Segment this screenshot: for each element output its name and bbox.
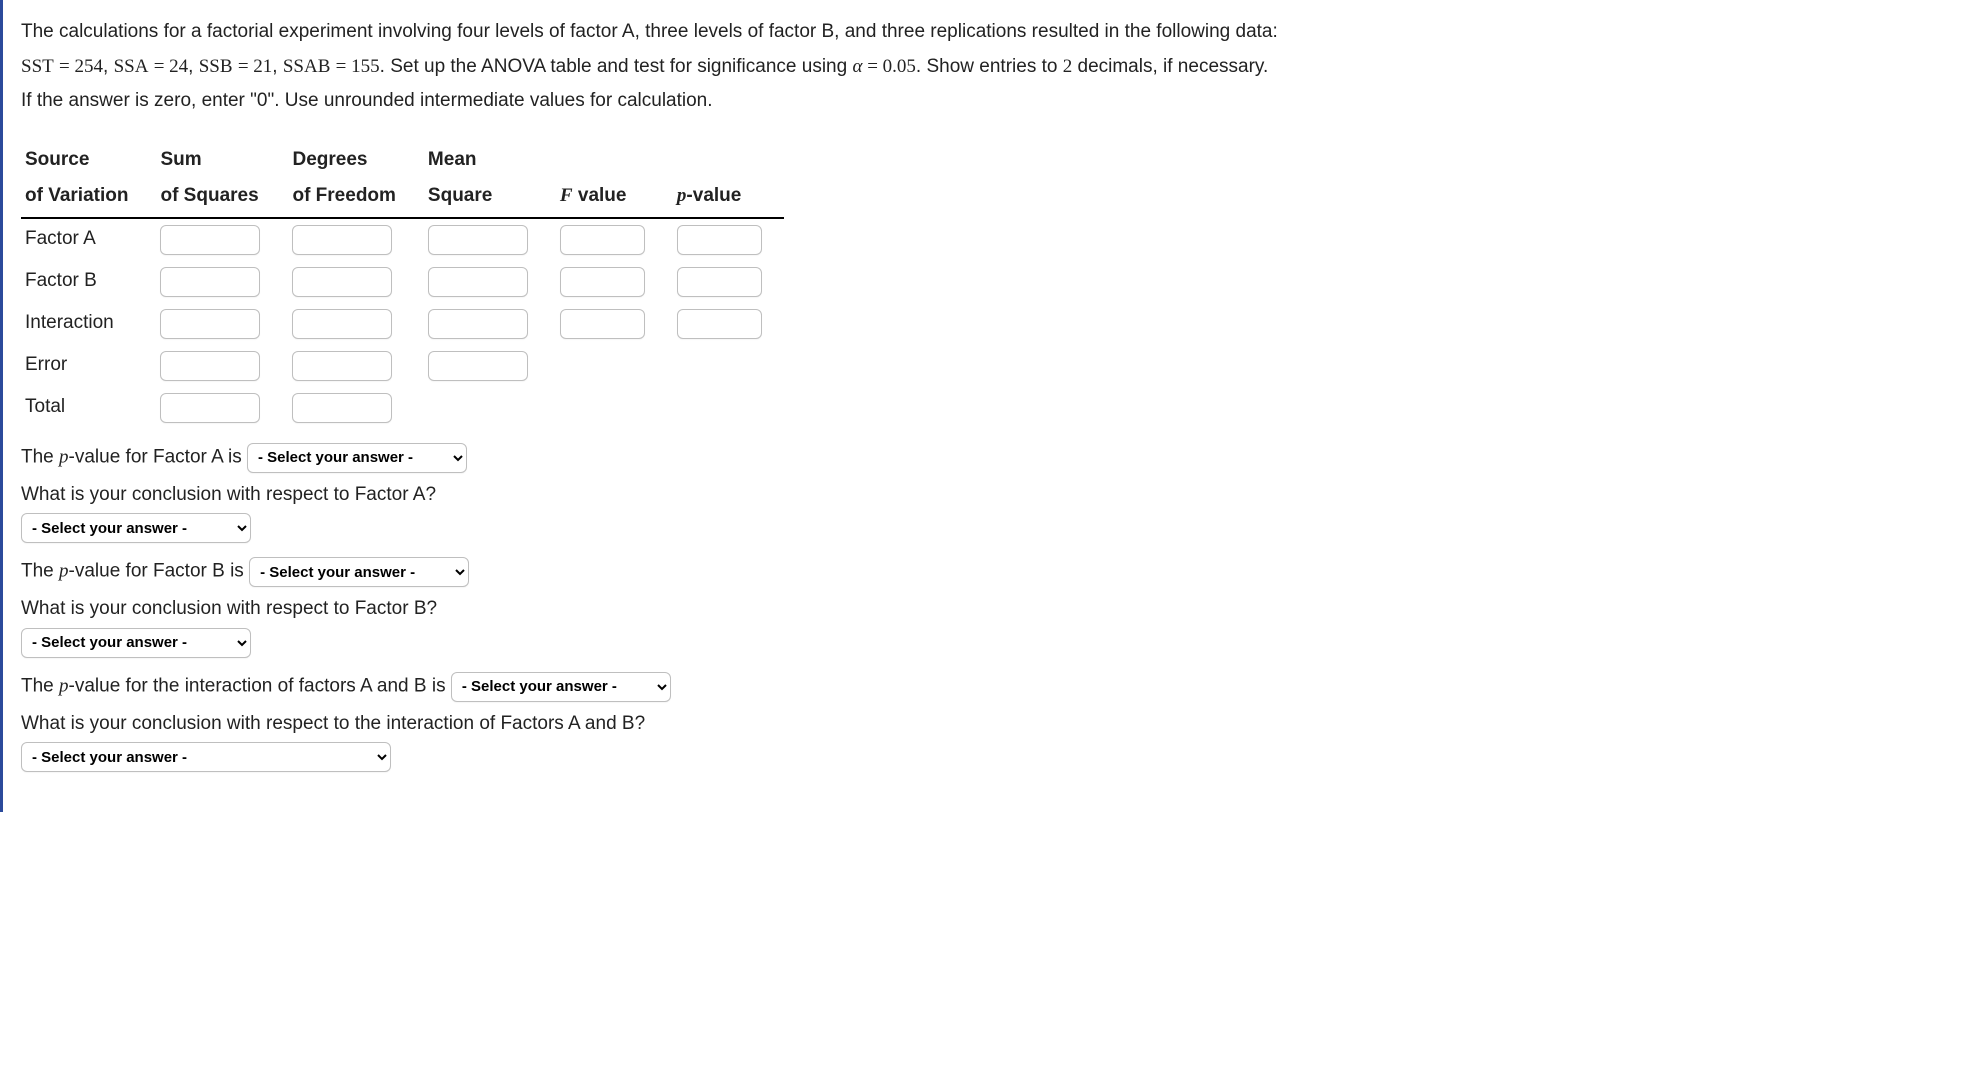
header-ms-l1: Mean [418, 142, 550, 179]
factor-a-p-input[interactable] [677, 225, 762, 255]
pvalue-factor-b-select[interactable]: - Select your answer - [249, 557, 469, 587]
conclusion-factor-a-select[interactable]: - Select your answer - [21, 513, 251, 543]
header-p-l2: -value [686, 185, 741, 206]
header-ms-l2: Square [418, 178, 550, 218]
row-label-error: Error [21, 345, 150, 387]
ssb-value: 21 [253, 56, 272, 77]
total-df-input[interactable] [292, 393, 392, 423]
pvalue-ab-prompt: The p-value for the interaction of facto… [21, 672, 1955, 702]
interaction-p-input[interactable] [677, 309, 762, 339]
ssa-value: 24 [169, 56, 188, 77]
question-text: The calculations for a factorial experim… [21, 18, 1955, 116]
sst-value: 254 [75, 56, 104, 77]
header-f-l2: value [578, 185, 627, 206]
factor-a-df-input[interactable] [292, 225, 392, 255]
pvalue-a-prompt: The p-value for Factor A is - Select you… [21, 443, 1955, 473]
row-label-interaction: Interaction [21, 303, 150, 345]
interaction-ss-input[interactable] [160, 309, 260, 339]
sst-label: SST [21, 56, 54, 77]
tail-text2: decimals, if necessary. [1072, 56, 1268, 77]
row-label-factor-a: Factor A [21, 218, 150, 261]
header-df-l2: of Freedom [282, 178, 417, 218]
pvalue-b-prompt: The p-value for Factor B is - Select you… [21, 557, 1955, 587]
factor-a-f-input[interactable] [560, 225, 645, 255]
table-row: Total [21, 387, 784, 429]
conclusion-a-prompt: What is your conclusion with respect to … [21, 481, 1955, 510]
header-source-l2: of Variation [21, 178, 150, 218]
interaction-df-input[interactable] [292, 309, 392, 339]
error-ss-input[interactable] [160, 351, 260, 381]
factor-b-df-input[interactable] [292, 267, 392, 297]
pvalue-interaction-select[interactable]: - Select your answer - [451, 672, 671, 702]
conclusion-interaction-select[interactable]: - Select your answer - [21, 742, 391, 772]
factor-b-f-input[interactable] [560, 267, 645, 297]
table-row: Error [21, 345, 784, 387]
alpha-symbol: α [852, 56, 862, 77]
conclusion-ab-prompt: What is your conclusion with respect to … [21, 710, 1955, 739]
header-source-l1: Source [21, 142, 150, 179]
mid-text: . Set up the ANOVA table and test for si… [380, 56, 853, 77]
factor-b-ss-input[interactable] [160, 267, 260, 297]
two: 2 [1063, 56, 1073, 77]
header-ss-l2: of Squares [150, 178, 282, 218]
factor-b-p-input[interactable] [677, 267, 762, 297]
factor-a-ss-input[interactable] [160, 225, 260, 255]
question-line3: If the answer is zero, enter "0". Use un… [21, 87, 1955, 116]
conclusion-factor-b-select[interactable]: - Select your answer - [21, 628, 251, 658]
row-label-factor-b: Factor B [21, 261, 150, 303]
error-ms-input[interactable] [428, 351, 528, 381]
alpha-value: 0.05 [883, 56, 916, 77]
ssa-label: SSA [114, 56, 149, 77]
header-ss-l1: Sum [150, 142, 282, 179]
table-row: Factor A [21, 218, 784, 261]
ssab-label: SSAB [283, 56, 331, 77]
tail-text: . Show entries to [916, 56, 1063, 77]
interaction-ms-input[interactable] [428, 309, 528, 339]
ssb-label: SSB [199, 56, 233, 77]
factor-b-ms-input[interactable] [428, 267, 528, 297]
table-row: Interaction [21, 303, 784, 345]
table-row: Factor B [21, 261, 784, 303]
ssab-value: 155 [351, 56, 380, 77]
row-label-total: Total [21, 387, 150, 429]
header-df-l1: Degrees [282, 142, 417, 179]
anova-table: Source Sum Degrees Mean of Variation of … [21, 142, 784, 429]
conclusion-b-prompt: What is your conclusion with respect to … [21, 595, 1955, 624]
question-line1: The calculations for a factorial experim… [21, 21, 1278, 42]
factor-a-ms-input[interactable] [428, 225, 528, 255]
total-ss-input[interactable] [160, 393, 260, 423]
interaction-f-input[interactable] [560, 309, 645, 339]
pvalue-factor-a-select[interactable]: - Select your answer - [247, 443, 467, 473]
error-df-input[interactable] [292, 351, 392, 381]
